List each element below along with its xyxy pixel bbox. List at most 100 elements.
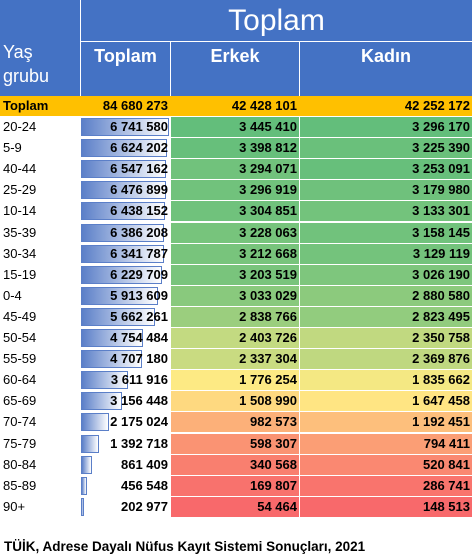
row-divider (0, 369, 472, 371)
row-divider (0, 348, 472, 350)
total-row-label: Toplam (3, 98, 49, 113)
total-bar (81, 286, 158, 305)
row-total-value: 6 386 208 (110, 224, 168, 240)
row-age-label: 0-4 (3, 287, 22, 303)
row-male-value: 2 337 304 (171, 349, 299, 370)
col-header-female-cell (300, 42, 472, 96)
row-female-value: 3 158 145 (300, 222, 472, 243)
row-divider (0, 411, 472, 413)
total-bar (81, 265, 162, 284)
row-age-label: 30-34 (3, 245, 37, 261)
row-total-value: 6 229 709 (110, 266, 168, 282)
row-male-value: 3 398 812 (171, 138, 299, 159)
total-bar (81, 244, 164, 263)
row-male-value: 340 568 (171, 454, 299, 475)
footer-source: TÜİK, Adrese Dayalı Nüfus Kayıt Sistemi … (4, 539, 366, 554)
row-female-value: 3 179 980 (300, 180, 472, 201)
row-age-label: 35-39 (3, 224, 37, 240)
row-age-label: 55-59 (3, 351, 37, 367)
row-divider (0, 179, 472, 181)
row-female-value: 3 253 091 (300, 159, 472, 180)
row-divider (0, 432, 472, 434)
group-title: Toplam (228, 4, 325, 37)
row-total-value: 6 438 152 (110, 203, 168, 219)
total-bar (81, 118, 169, 137)
row-divider (0, 516, 472, 518)
row-male-value: 3 212 668 (171, 243, 299, 264)
row-divider (0, 390, 472, 392)
row-total-value: 2 175 024 (110, 414, 168, 430)
row-male-value: 3 294 071 (171, 159, 299, 180)
row-age-label: 60-64 (3, 372, 37, 388)
row-divider (0, 242, 472, 244)
row-female-value: 2 823 495 (300, 306, 472, 327)
row-male-value: 982 573 (171, 412, 299, 433)
row-header-title: Yaş grubu (3, 42, 50, 86)
col-divider (299, 117, 300, 518)
row-male-value: 3 228 063 (171, 222, 299, 243)
group-title-cell (81, 0, 472, 41)
row-total-value: 6 624 202 (110, 140, 168, 156)
row-total-value: 3 611 916 (110, 372, 168, 388)
total-bar (81, 371, 128, 390)
row-male-value: 3 033 029 (171, 285, 299, 306)
total-bar (81, 497, 84, 516)
row-total-value: 6 476 899 (110, 182, 168, 198)
row-age-label: 25-29 (3, 182, 37, 198)
row-age-label: 90+ (3, 498, 26, 514)
row-female-value: 3 026 190 (300, 264, 472, 285)
row-age-label: 50-54 (3, 330, 37, 345)
row-male-value: 2 403 726 (171, 328, 299, 349)
col-header-total-cell (81, 42, 170, 96)
total-bar (81, 181, 166, 200)
total-bar (81, 329, 143, 348)
row-total-value: 202 977 (121, 498, 168, 514)
row-divider (0, 158, 472, 160)
row-age-label: 80-84 (3, 456, 37, 472)
row-age-label: 10-14 (3, 203, 37, 219)
row-male-value: 3 304 851 (171, 201, 299, 222)
row-divider (0, 200, 472, 202)
row-female-value: 520 841 (300, 454, 472, 475)
row-age-label: 5-9 (3, 140, 22, 156)
row-female-value: 794 411 (300, 433, 472, 454)
row-total-value: 3 156 448 (110, 393, 168, 409)
total-bar (81, 434, 99, 453)
row-total-value: 5 913 609 (110, 287, 168, 303)
row-age-label: 75-79 (3, 435, 37, 451)
row-female-value: 2 369 876 (300, 349, 472, 370)
col-header-male-cell (171, 42, 299, 96)
row-divider (0, 453, 472, 455)
row-total-value: 6 547 162 (110, 161, 168, 177)
row-female-value: 3 225 390 (300, 138, 472, 159)
row-total-value: 6 341 787 (110, 245, 168, 261)
row-total-value: 4 754 484 (110, 330, 168, 345)
row-female-value: 286 741 (300, 475, 472, 496)
row-total-value: 861 409 (121, 456, 168, 472)
row-female-value: 3 129 119 (300, 243, 472, 264)
total-row-total: 84 680 273 (102, 98, 168, 113)
total-bar (81, 455, 92, 474)
row-divider (0, 263, 472, 265)
total-bar (81, 160, 166, 179)
row-age-label: 45-49 (3, 308, 37, 324)
total-bar (81, 139, 167, 158)
total-bar (81, 202, 165, 221)
row-female-value: 3 133 301 (300, 201, 472, 222)
row-male-value: 3 296 919 (171, 180, 299, 201)
row-female-value: 1 647 458 (300, 391, 472, 412)
col-header-total: Toplam (94, 46, 157, 66)
row-total-value: 1 392 718 (110, 435, 168, 451)
row-age-label: 85-89 (3, 477, 37, 493)
total-bar (81, 476, 87, 495)
total-bar (81, 413, 109, 432)
row-male-value: 598 307 (171, 433, 299, 454)
total-row-male: 42 428 101 (231, 98, 297, 113)
row-divider (0, 221, 472, 223)
row-male-value: 3 203 519 (171, 264, 299, 285)
col-divider (170, 117, 171, 518)
row-male-value: 1 776 254 (171, 370, 299, 391)
row-total-value: 5 662 261 (110, 308, 168, 324)
row-male-value: 169 807 (171, 475, 299, 496)
row-age-label: 40-44 (3, 161, 37, 177)
